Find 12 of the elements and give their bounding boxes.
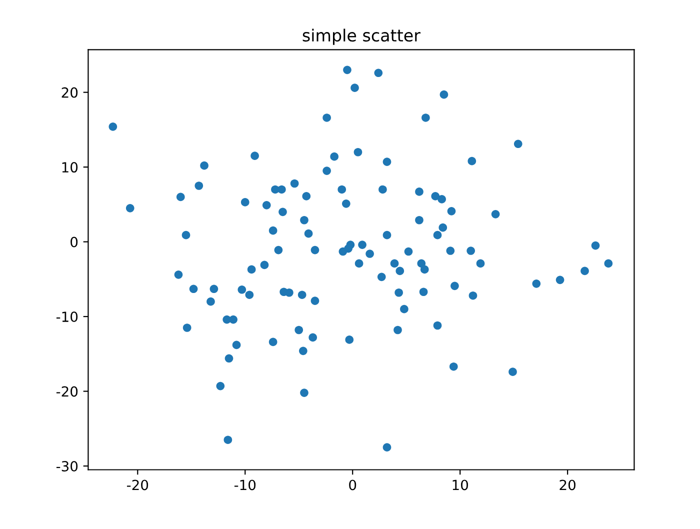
- x-tick-label: -20: [126, 480, 148, 490]
- y-tick-label: -30: [56, 460, 78, 472]
- y-tick-label: -10: [56, 312, 78, 322]
- y-tick-label: 10: [62, 162, 78, 173]
- x-tick-label: 10: [452, 480, 468, 490]
- y-tick-label: 0: [70, 236, 78, 248]
- y-tick-label: -20: [56, 386, 78, 397]
- x-tick-label: 0: [349, 480, 356, 490]
- chart-title: simple scatter: [302, 28, 420, 45]
- x-tick-label: -10: [234, 480, 256, 490]
- y-tick-label: 20: [62, 87, 78, 98]
- x-tick-label: 20: [560, 480, 576, 490]
